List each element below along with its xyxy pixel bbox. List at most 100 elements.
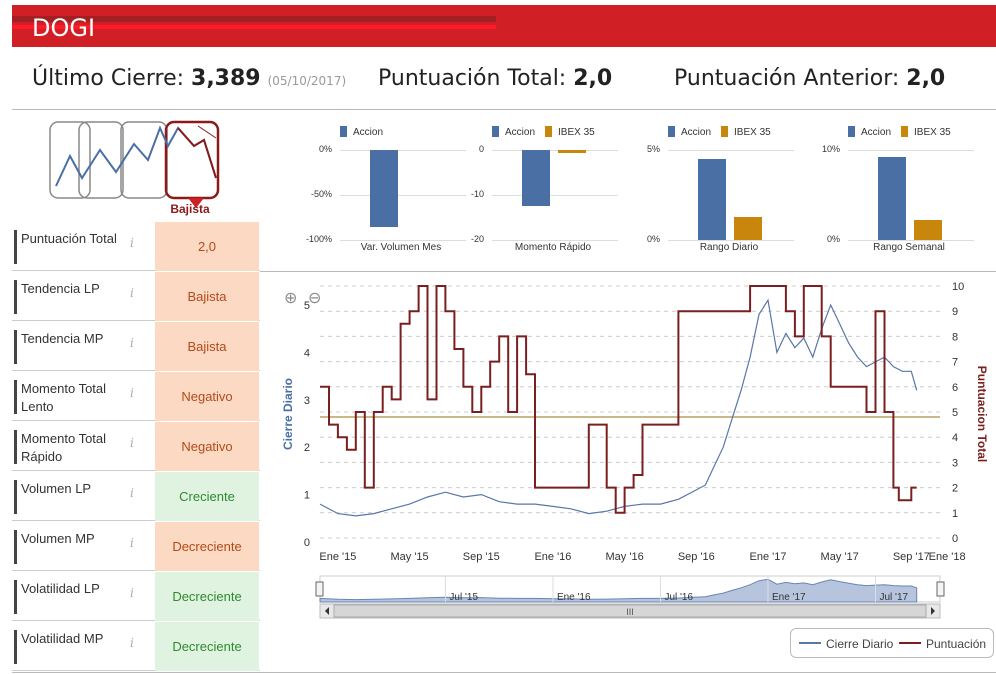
x-tick-label: Ene '18 xyxy=(929,551,966,563)
y2-tick-label: 1 xyxy=(952,508,958,520)
legend-cierre[interactable]: Cierre Diario xyxy=(799,637,893,651)
puntuacion-anterior-value: 2,0 xyxy=(906,66,946,91)
indicator-value: Decreciente xyxy=(155,572,259,621)
y2-tick-label: 6 xyxy=(952,382,958,394)
info-icon[interactable]: i xyxy=(130,336,134,350)
indicator-label: Volumen MP xyxy=(14,530,124,564)
puntuacion-line[interactable] xyxy=(320,285,917,514)
mini-legend-item[interactable]: IBEX 35 xyxy=(545,126,595,138)
y2-tick-label: 10 xyxy=(952,281,964,293)
info-icon[interactable]: i xyxy=(130,236,134,250)
y2-tick-label: 3 xyxy=(952,457,958,469)
legend-cierre-label: Cierre Diario xyxy=(826,637,894,651)
info-icon[interactable]: i xyxy=(130,386,134,400)
scrollbar-thumb[interactable] xyxy=(333,604,927,618)
mini-legend-label: Accion xyxy=(353,127,384,138)
navigator-tick-label: Jul '15 xyxy=(449,592,478,603)
info-icon[interactable]: i xyxy=(130,636,134,650)
indicator-label: Puntuación Total xyxy=(14,230,124,264)
main-chart: 0 1 2 3 4 5 6 7 8 9 10 0 1 2 3 4 5 Cierre Diario Puntuacio… xyxy=(281,281,989,619)
mini-bar[interactable] xyxy=(734,216,762,240)
mini-bar[interactable] xyxy=(698,159,726,240)
mini-legend-label: Accion xyxy=(505,127,536,138)
info-icon[interactable]: i xyxy=(130,586,134,600)
navigator-tick-label: Ene '17 xyxy=(772,592,806,603)
y2-tick-label: 4 xyxy=(952,432,958,444)
mini-y-tick: 10% xyxy=(821,144,840,154)
mini-legend-item[interactable]: Accion xyxy=(848,126,892,138)
mini-gridline xyxy=(340,240,466,241)
info-icon[interactable]: i xyxy=(130,286,134,300)
indicator-row: Volumen LP i Creciente xyxy=(12,472,260,521)
mini-chart: Accion 0% -50% -100% Var. Volumen Mes xyxy=(296,112,466,270)
legend-cierre-swatch xyxy=(799,642,821,644)
cierre-diario-line[interactable] xyxy=(319,298,918,517)
navigator-handle-right[interactable] xyxy=(936,581,945,597)
mini-legend-item[interactable]: Accion xyxy=(492,126,536,138)
mini-legend-swatch xyxy=(340,126,347,137)
mini-legend-label: IBEX 35 xyxy=(914,127,951,138)
indicator-value: Decreciente xyxy=(155,522,259,571)
mini-bar[interactable] xyxy=(558,150,586,153)
info-icon[interactable]: i xyxy=(130,536,134,550)
puntuacion-anterior-label: Puntuación Anterior: xyxy=(674,66,900,91)
zoom-out-icon[interactable]: ⊖ xyxy=(308,290,322,307)
mini-gridline xyxy=(668,150,794,151)
y-axis-title: Cierre Diario xyxy=(281,378,295,450)
mini-legend-item[interactable]: Accion xyxy=(340,126,384,138)
header-bar: DOGI xyxy=(12,5,996,47)
y2-tick-label: 7 xyxy=(952,357,958,369)
info-icon[interactable]: i xyxy=(130,486,134,500)
legend-puntuacion[interactable]: Puntuación xyxy=(899,637,986,651)
mini-legend-label: Accion xyxy=(681,127,712,138)
y2-tick-label: 2 xyxy=(952,483,958,495)
mini-legend-item[interactable]: IBEX 35 xyxy=(901,126,951,138)
y2-tick-label: 0 xyxy=(952,533,958,545)
indicator-row: Volatilidad MP i Decreciente xyxy=(12,622,260,671)
ultimo-cierre-date: (05/10/2017) xyxy=(267,74,347,88)
puntuacion-total-value: 2,0 xyxy=(573,66,613,91)
mini-y-tick: 0% xyxy=(318,144,332,154)
mini-legend: Accion IBEX 35 xyxy=(492,126,605,138)
legend-puntuacion-label: Puntuación xyxy=(926,637,987,651)
mini-legend-swatch xyxy=(545,126,553,137)
mini-bar[interactable] xyxy=(914,220,942,240)
indicator-label: Tendencia LP xyxy=(14,280,124,314)
mini-bar[interactable] xyxy=(522,150,550,207)
header-stripe-accent xyxy=(12,25,496,29)
info-icon[interactable]: i xyxy=(130,436,134,450)
scroll-left-arrow-icon[interactable] xyxy=(325,607,329,615)
mini-legend-label: IBEX 35 xyxy=(734,127,771,138)
header-stripe xyxy=(12,16,496,22)
x-tick-label: May '16 xyxy=(606,551,644,563)
mini-gridline xyxy=(668,240,794,241)
mini-chart: Accion IBEX 35 10% 0% Rango Semanal xyxy=(804,112,974,270)
indicator-value: 2,0 xyxy=(155,222,259,271)
summary-bar: Último Cierre: 3,389 (05/10/2017) Puntua… xyxy=(12,50,996,110)
indicator-row: Volumen MP i Decreciente xyxy=(12,522,260,571)
x-tick-label: Ene '15 xyxy=(319,551,356,563)
navigator-handle-left[interactable] xyxy=(315,581,324,597)
navigator-tick-label: Ene '16 xyxy=(557,592,591,603)
mini-y-tick: 5% xyxy=(646,144,660,154)
mini-caption: Var. Volumen Mes xyxy=(360,242,442,253)
zoom-in-icon[interactable]: ⊕ xyxy=(284,290,298,307)
x-tick-label: May '17 xyxy=(821,551,859,563)
y-tick-label: 3 xyxy=(304,395,310,407)
mini-legend-item[interactable]: Accion xyxy=(668,126,712,138)
mini-legend-swatch xyxy=(901,126,909,137)
mini-legend-label: Accion xyxy=(861,127,892,138)
y-tick-label: 1 xyxy=(304,490,310,502)
indicator-row: Tendencia LP i Bajista xyxy=(12,272,260,321)
mini-y-tick: 0% xyxy=(646,234,660,244)
mini-bar[interactable] xyxy=(370,150,398,227)
scroll-right-arrow-icon[interactable] xyxy=(931,607,935,615)
mini-legend-item[interactable]: IBEX 35 xyxy=(721,126,771,138)
mini-bar[interactable] xyxy=(878,157,906,240)
x-tick-label: Sep '15 xyxy=(463,551,500,563)
mini-caption: Rango Semanal xyxy=(873,242,945,253)
indicator-label: Tendencia MP xyxy=(14,330,124,364)
indicator-label: Momento Total Lento xyxy=(14,380,124,414)
indicator-label: Volumen LP xyxy=(14,480,124,514)
mini-gridline xyxy=(492,150,618,151)
